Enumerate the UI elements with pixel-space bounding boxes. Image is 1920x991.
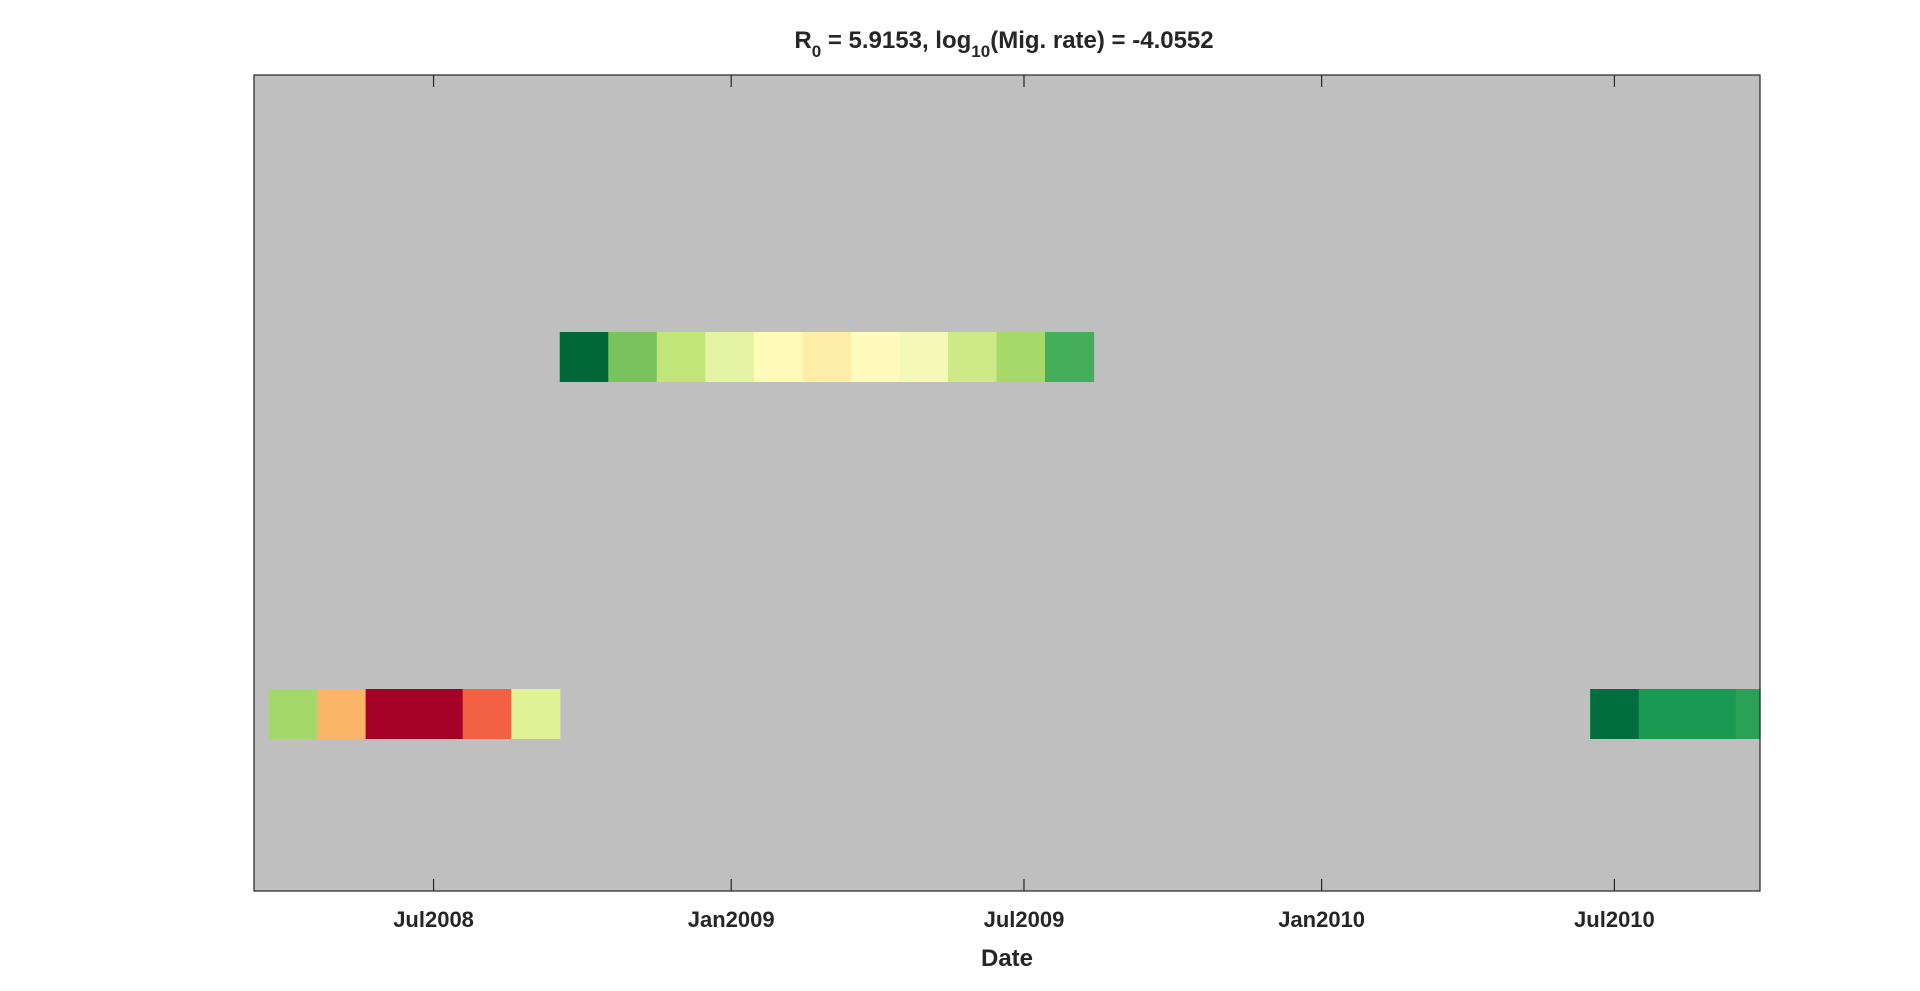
title-log-subscript: 10: [971, 42, 990, 61]
x-tick-label: Jan2010: [1278, 907, 1365, 932]
x-tick-label: Jul2008: [393, 907, 474, 932]
heatmap-cell-row2-6: [511, 689, 561, 739]
heatmap-cell-row1-5: [753, 332, 803, 382]
heatmap-cell-row1-4: [705, 332, 755, 382]
heatmap-cell-row2-10: [1735, 689, 1761, 739]
heatmap-cell-row1-9: [947, 332, 998, 382]
heatmap-cell-row2-2: [317, 689, 367, 739]
title-log-value: (Mig. rate) = -4.0552: [990, 27, 1213, 54]
title-r-subscript: 0: [812, 42, 821, 61]
title-r: R: [794, 27, 811, 54]
heatmap-cell-row1-7: [850, 332, 901, 382]
x-tick-label: Jul2010: [1574, 907, 1655, 932]
heatmap-cell-row2-4: [414, 689, 464, 739]
heatmap-cell-row1-8: [899, 332, 949, 382]
heatmap-cell-row2-8: [1638, 689, 1688, 739]
heatmap-cell-row1-2: [608, 332, 658, 382]
heatmap-cell-row2-1: [268, 689, 318, 739]
heatmap-cell-row1-3: [656, 332, 706, 382]
plot-area-background: [254, 75, 1760, 891]
heatmap-cell-row1-11: [1045, 332, 1095, 382]
heatmap-cell-row1-1: [559, 332, 609, 382]
title-log: log: [935, 27, 971, 54]
title-r-value: = 5.9153,: [821, 27, 935, 54]
x-tick-label: Jan2009: [688, 907, 775, 932]
heatmap-cell-row2-9: [1687, 689, 1737, 739]
heatmap-cell-row2-5: [462, 689, 512, 739]
chart-title: R0 = 5.9153, log10(Mig. rate) = -4.0552: [794, 27, 1213, 61]
x-tick-label: Jul2009: [984, 907, 1065, 932]
heatmap-cells: [268, 332, 1761, 739]
heatmap-cell-row1-10: [996, 332, 1046, 382]
heatmap-cell-row1-6: [802, 332, 852, 382]
plot-area-border: [253, 74, 1761, 892]
heatmap-cell-row2-7: [1590, 689, 1640, 739]
x-axis-label: Date: [981, 945, 1033, 972]
x-axis-ticks: [432, 75, 1616, 891]
x-axis-tick-labels: Jul2008 Jan2009 Jul2009 Jan2010 Jul2010: [393, 907, 1655, 932]
heatmap-cell-row2-3: [365, 689, 415, 739]
